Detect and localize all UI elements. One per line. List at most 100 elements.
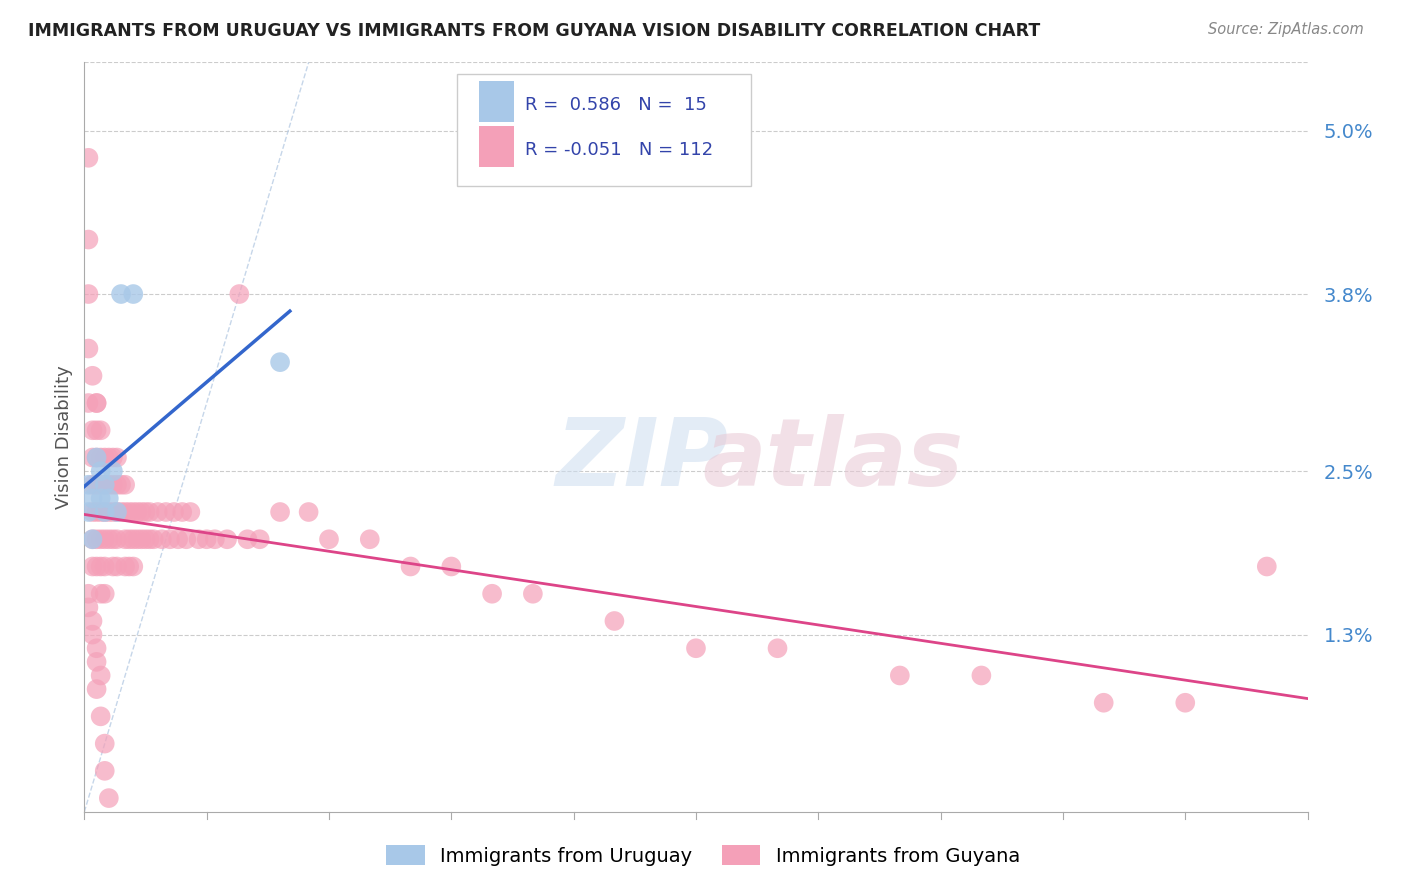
Point — [82, 505, 104, 519]
Point — [86, 450, 108, 465]
Point — [481, 587, 503, 601]
Point — [101, 533, 124, 547]
Point — [77, 342, 100, 356]
Point — [110, 505, 132, 519]
Point — [77, 151, 100, 165]
Point — [127, 533, 149, 547]
FancyBboxPatch shape — [457, 74, 751, 186]
Point — [970, 668, 993, 682]
Point — [298, 505, 321, 519]
Point — [82, 533, 104, 547]
Point — [167, 533, 190, 547]
Point — [86, 505, 108, 519]
Point — [155, 505, 177, 519]
Point — [122, 533, 145, 547]
Point — [82, 627, 104, 641]
Point — [90, 450, 112, 465]
Point — [90, 477, 112, 491]
Point — [174, 533, 197, 547]
Point — [522, 587, 544, 601]
Point — [86, 655, 108, 669]
Point — [77, 505, 100, 519]
Point — [105, 533, 128, 547]
Point — [97, 533, 120, 547]
Point — [105, 450, 128, 465]
Point — [236, 533, 259, 547]
Point — [90, 491, 112, 506]
Point — [93, 450, 115, 465]
Point — [82, 491, 104, 506]
Text: R = -0.051   N = 112: R = -0.051 N = 112 — [524, 141, 713, 159]
Point — [603, 614, 626, 628]
Point — [97, 791, 120, 805]
Point — [86, 641, 108, 656]
Point — [114, 505, 136, 519]
Point — [90, 464, 112, 478]
Legend: Immigrants from Uruguay, Immigrants from Guyana: Immigrants from Uruguay, Immigrants from… — [378, 838, 1028, 873]
Point — [187, 533, 209, 547]
Point — [82, 533, 104, 547]
Point — [318, 533, 340, 547]
Point — [82, 423, 104, 437]
Point — [122, 287, 145, 301]
Point — [399, 559, 422, 574]
Point — [114, 533, 136, 547]
Point — [77, 287, 100, 301]
Point — [82, 368, 104, 383]
Point — [163, 505, 186, 519]
Point — [93, 559, 115, 574]
Point — [110, 477, 132, 491]
Point — [86, 533, 108, 547]
Point — [179, 505, 201, 519]
Text: R =  0.586   N =  15: R = 0.586 N = 15 — [524, 96, 707, 114]
Point — [142, 533, 165, 547]
Point — [131, 505, 153, 519]
Point — [90, 505, 112, 519]
Point — [249, 533, 271, 547]
Point — [86, 682, 108, 697]
Point — [146, 505, 169, 519]
Point — [195, 533, 218, 547]
Point — [150, 533, 173, 547]
Point — [86, 450, 108, 465]
Point — [105, 559, 128, 574]
Point — [440, 559, 463, 574]
Point — [77, 396, 100, 410]
Point — [90, 423, 112, 437]
Point — [135, 505, 157, 519]
Point — [122, 505, 145, 519]
Point — [114, 559, 136, 574]
Point — [82, 559, 104, 574]
Point — [889, 668, 911, 682]
Point — [93, 505, 115, 519]
Point — [138, 533, 160, 547]
Point — [93, 764, 115, 778]
Point — [101, 464, 124, 478]
Point — [101, 450, 124, 465]
Point — [127, 505, 149, 519]
Point — [269, 505, 291, 519]
Point — [90, 587, 112, 601]
Point — [1092, 696, 1115, 710]
Text: ZIP: ZIP — [555, 414, 728, 506]
Point — [90, 559, 112, 574]
FancyBboxPatch shape — [479, 126, 513, 168]
Point — [86, 396, 108, 410]
Point — [228, 287, 250, 301]
Point — [131, 533, 153, 547]
Point — [118, 533, 141, 547]
Point — [122, 559, 145, 574]
Point — [101, 559, 124, 574]
Point — [101, 505, 124, 519]
Point — [77, 587, 100, 601]
Point — [359, 533, 381, 547]
Point — [90, 709, 112, 723]
Point — [77, 477, 100, 491]
Point — [93, 587, 115, 601]
Point — [217, 533, 239, 547]
Point — [1256, 559, 1278, 574]
Point — [93, 477, 115, 491]
Text: Source: ZipAtlas.com: Source: ZipAtlas.com — [1208, 22, 1364, 37]
Point — [138, 505, 160, 519]
Point — [101, 477, 124, 491]
